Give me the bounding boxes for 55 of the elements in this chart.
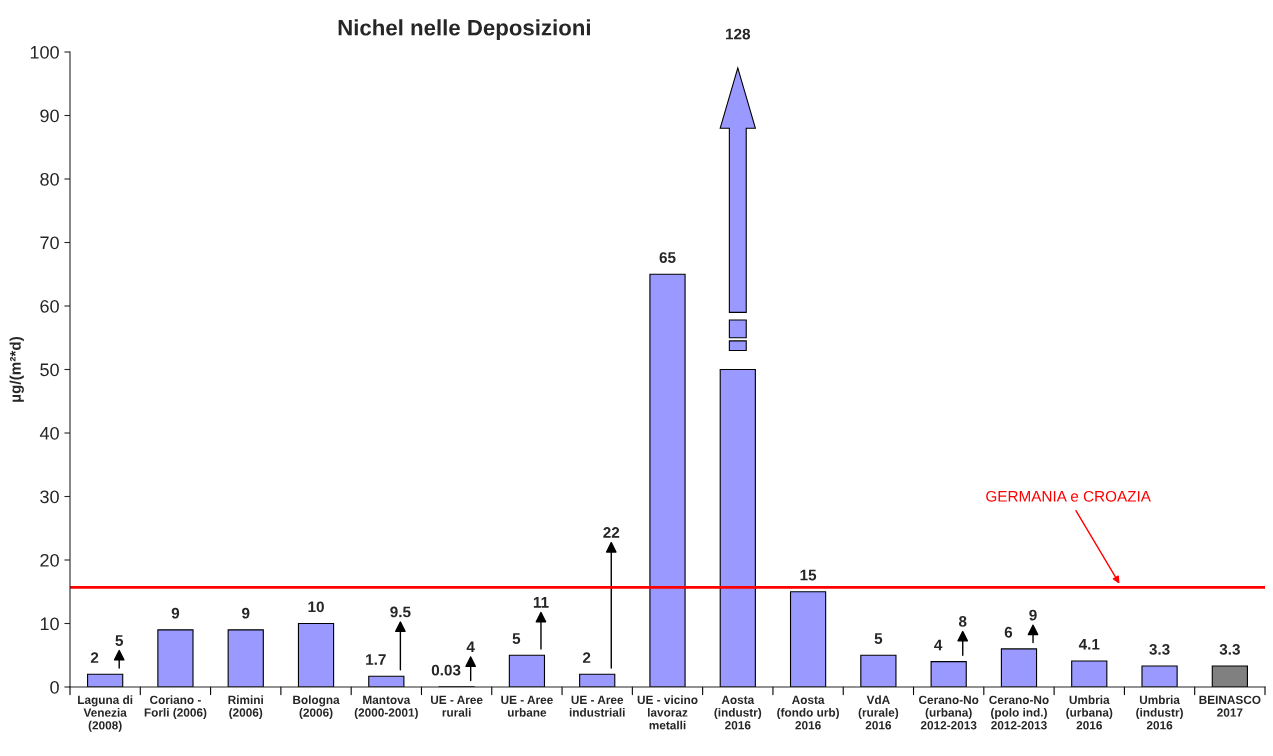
x-tick-label: UE - Aree rurali	[430, 695, 483, 717]
x-tick-label: Laguna di Venezia (2008)	[78, 695, 133, 732]
data-label: 0.03	[431, 664, 461, 676]
data-label: 65	[659, 252, 676, 263]
data-label: 4.1	[1078, 639, 1100, 650]
y-tick-label: 60	[40, 299, 59, 313]
data-label: 10	[308, 601, 324, 613]
y-tick-label: 20	[40, 553, 59, 567]
text: 128	[726, 28, 751, 40]
y-tick-label: 50	[40, 363, 59, 377]
x-tick-label: Mantova (2000-2001)	[354, 695, 418, 720]
x-tick-label: UE - Aree industriali	[569, 695, 625, 717]
x-tick-label: VdA (rurale) 2016	[858, 695, 899, 730]
y-tick-label: 90	[40, 109, 59, 123]
x-tick-label: Coriano - Forli (2006)	[144, 695, 207, 720]
data-label: 3.3	[1219, 643, 1240, 655]
y-tick-label: 80	[40, 172, 59, 186]
data-label: 5	[115, 635, 124, 646]
x-tick-label: UE - Aree urbane	[501, 695, 553, 717]
y-axis-title: µg/(m²*d)	[9, 337, 24, 402]
y-tick-label: 100	[30, 45, 59, 59]
data-label: 6	[1004, 626, 1013, 638]
data-label: 5	[874, 633, 883, 644]
data-label: 5	[512, 633, 521, 644]
x-tick-label: Rimini (2006)	[228, 695, 263, 720]
data-label: 9	[1029, 609, 1037, 621]
data-label: 1.7	[366, 654, 386, 665]
data-label: 4	[466, 641, 475, 653]
ref-line-label: GERMANIA e CROAZIA	[986, 490, 1151, 502]
data-label: 22	[603, 527, 620, 538]
data-label: 2	[582, 652, 591, 663]
data-label: 11	[533, 597, 549, 608]
y-tick-label: 30	[40, 490, 59, 504]
data-label: 9.5	[390, 606, 411, 618]
x-tick-label: Cerano-No (polo ind.) 2012-2013	[989, 695, 1049, 730]
data-label: 9	[171, 607, 180, 619]
x-tick-label: Cerano-No (urbana) 2012-2013	[918, 695, 979, 730]
data-label: 15	[800, 569, 817, 581]
x-tick-label: Umbria (urbana) 2016	[1066, 695, 1113, 730]
x-tick-label: Umbria (industr) 2016	[1136, 695, 1183, 730]
x-tick-label: Aosta (fondo urb) 2016	[777, 695, 839, 730]
y-tick-label: 40	[39, 426, 59, 440]
x-tick-label: UE - vicino lavoraz metalli	[637, 695, 698, 730]
data-label: 8	[958, 616, 967, 627]
y-tick-label: 0	[50, 680, 59, 694]
x-tick-label: Aosta (industr) 2016	[714, 695, 762, 730]
y-tick-label: 10	[40, 617, 59, 631]
x-tick-label: BEINASCO 2017	[1199, 695, 1261, 717]
data-label: 4	[934, 639, 943, 651]
x-tick-label: Bologna (2006)	[293, 695, 340, 720]
data-label: 9	[242, 607, 250, 619]
chart-title: Nichel nelle Deposizioni	[338, 19, 590, 40]
data-label: 3.3	[1149, 643, 1170, 655]
y-tick-label: 70	[40, 236, 59, 250]
data-label: 2	[90, 652, 99, 663]
